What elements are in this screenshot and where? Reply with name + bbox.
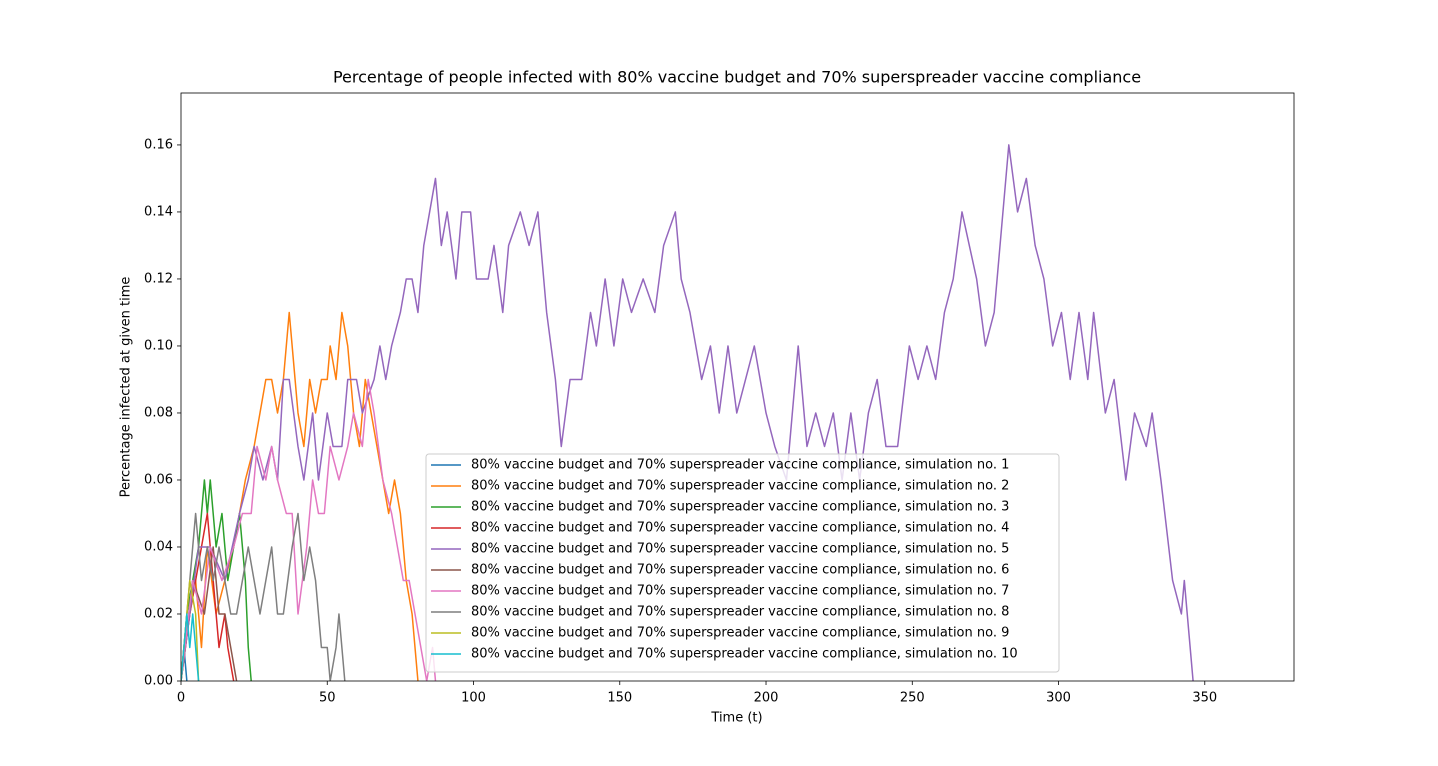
y-tick-label: 0.02 [144,606,173,621]
legend-label: 80% vaccine budget and 70% superspreader… [471,542,1009,557]
y-tick-label: 0.06 [144,472,173,487]
y-tick-label: 0.10 [144,338,173,353]
legend-label: 80% vaccine budget and 70% superspreader… [471,563,1009,578]
x-tick-label: 50 [319,691,336,706]
y-tick-label: 0.00 [144,674,173,689]
x-tick-label: 0 [177,691,185,706]
x-axis-label: Time (t) [710,711,762,726]
legend-label: 80% vaccine budget and 70% superspreader… [471,626,1009,641]
series-line [181,613,200,681]
series-line [181,144,1194,681]
legend-label: 80% vaccine budget and 70% superspreader… [471,647,1018,662]
y-axis-label: Percentage infected at given time [119,277,134,498]
y-tick-label: 0.04 [144,539,173,554]
legend-label: 80% vaccine budget and 70% superspreader… [471,521,1009,536]
y-tick-label: 0.14 [144,204,173,219]
series-line [181,512,346,681]
series-line [181,378,437,681]
chart-title: Percentage of people infected with 80% v… [333,68,1141,87]
x-tick-label: 200 [754,691,779,706]
y-tick-label: 0.16 [144,137,173,152]
x-tick-label: 350 [1192,691,1217,706]
legend-label: 80% vaccine budget and 70% superspreader… [471,584,1009,599]
x-tick-label: 250 [900,691,925,706]
legend-label: 80% vaccine budget and 70% superspreader… [471,458,1009,473]
x-tick-label: 150 [607,691,632,706]
y-tick-label: 0.08 [144,405,173,420]
legend-label: 80% vaccine budget and 70% superspreader… [471,479,1009,494]
legend-label: 80% vaccine budget and 70% superspreader… [471,605,1009,620]
series-line [181,479,252,681]
legend-label: 80% vaccine budget and 70% superspreader… [471,500,1009,515]
x-tick-label: 300 [1046,691,1071,706]
x-tick-label: 100 [461,691,486,706]
plot-frame [180,92,1295,682]
y-tick-label: 0.12 [144,271,173,286]
legend-box [425,453,1060,673]
